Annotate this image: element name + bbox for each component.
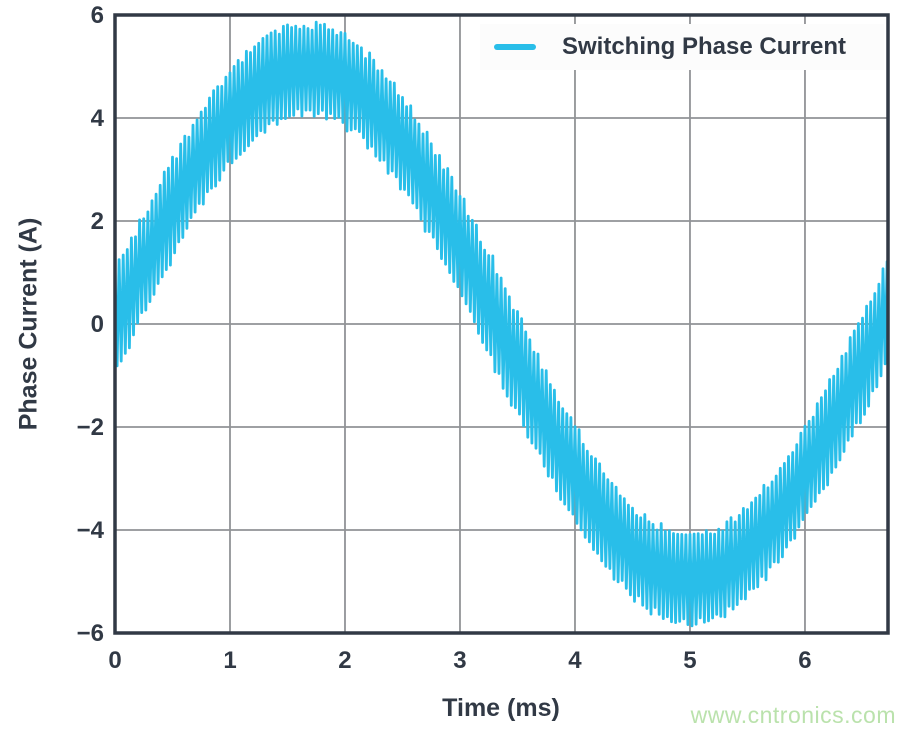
- legend-label: Switching Phase Current: [562, 33, 847, 60]
- y-tick-label--4: −4: [77, 517, 105, 544]
- x-tick-label-0: 0: [108, 647, 121, 674]
- y-tick-label-4: 4: [91, 105, 105, 132]
- y-tick-label-6: 6: [91, 2, 104, 29]
- x-tick-label-1: 1: [223, 647, 236, 674]
- y-tick-label-0: 0: [91, 311, 104, 338]
- x-tick-label-4: 4: [568, 647, 582, 674]
- plot-border: [113, 13, 890, 635]
- x-tick-label-5: 5: [683, 647, 696, 674]
- y-tick-label--6: −6: [77, 620, 104, 647]
- y-axis-label: Phase Current (A): [14, 217, 43, 431]
- y-tick-label--2: −2: [77, 414, 104, 441]
- legend-line-swatch-icon: [494, 44, 536, 50]
- watermark-text: www.cntronics.com: [690, 702, 896, 728]
- x-tick-label-2: 2: [338, 647, 351, 674]
- waveform-switching-phase-current: [115, 20, 888, 628]
- x-tick-label-3: 3: [453, 647, 466, 674]
- y-tick-label-2: 2: [91, 208, 104, 235]
- x-axis-label: Time (ms): [442, 694, 560, 722]
- legend: Switching Phase Current: [480, 24, 884, 70]
- x-tick-label-6: 6: [798, 647, 811, 674]
